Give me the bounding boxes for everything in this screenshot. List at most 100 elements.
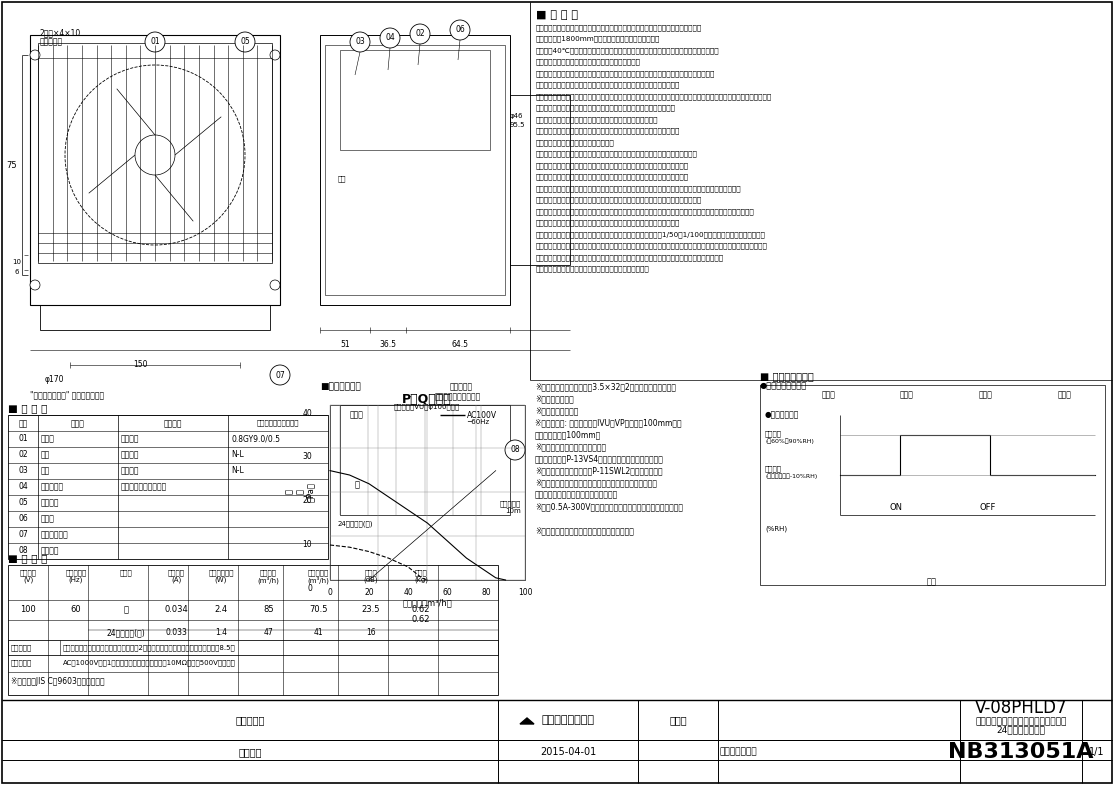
- Text: ■ 動作シーケンス: ■ 動作シーケンス: [760, 371, 813, 381]
- Bar: [8, 640, 498, 655]
- Text: AC100V: AC100V: [467, 411, 497, 420]
- Text: 屋外フード（P-13VS4）と組合わせた時の風量です。: 屋外フード（P-13VS4）と組合わせた時の風量です。: [535, 454, 664, 463]
- Text: ON: ON: [890, 503, 903, 512]
- Text: 0.8GY9.0/0.5: 0.8GY9.0/0.5: [231, 434, 280, 443]
- Text: 64.5: 64.5: [451, 340, 469, 349]
- Text: 本体: 本体: [41, 450, 50, 459]
- Text: パイプ用ファン　湿度センサータイプ: パイプ用ファン 湿度センサータイプ: [976, 717, 1067, 726]
- Text: ・直接屋外に排気する場合、雨水浸入防止のためシステム部材（屋外フードなど）を使用してください。: ・直接屋外に排気する場合、雨水浸入防止のためシステム部材（屋外フードなど）を使用…: [536, 185, 742, 192]
- Text: 85: 85: [263, 605, 274, 614]
- Text: 当社換気送風機総合カタログをご確認の上、必要壁厚を確保してください。: 当社換気送風機総合カタログをご確認の上、必要壁厚を確保してください。: [536, 173, 690, 180]
- Text: 60: 60: [70, 605, 81, 614]
- Text: ・空調機器の近くには取付けないでください。誤動作や検知不良の原因になります。: ・空調機器の近くには取付けないでください。誤動作や検知不良の原因になります。: [536, 196, 702, 203]
- Text: ■ 特 性 表: ■ 特 性 表: [8, 553, 48, 563]
- Text: 静圧損失はVU管φ100の場合: 静圧損失はVU管φ100の場合: [394, 403, 460, 410]
- Text: 風圧シャッターがない場合は、壁面汚れ、雨水浸入の原因になります。: 風圧シャッターがない場合は、壁面汚れ、雨水浸入の原因になります。: [536, 220, 681, 226]
- Text: 0.033: 0.033: [165, 628, 187, 637]
- Text: 耐　電　圧: 耐 電 圧: [11, 659, 32, 666]
- Text: "切－連続－自動" 切替用スイッチ: "切－連続－自動" 切替用スイッチ: [30, 390, 104, 399]
- Bar: [510, 95, 570, 265]
- Text: OFF: OFF: [980, 503, 996, 512]
- Text: ※上記コントロールスイッチをご使用にならない場合は、: ※上記コントロールスイッチをご使用にならない場合は、: [535, 478, 657, 487]
- Bar: [330, 405, 525, 580]
- Text: 弱設定値: 弱設定値: [765, 465, 782, 472]
- Text: 07: 07: [18, 530, 28, 539]
- Text: 70.5: 70.5: [310, 605, 328, 614]
- Text: 10: 10: [12, 259, 21, 265]
- Text: ・効果的な換気を行うために、給気口を設けてください。: ・効果的な換気を行うために、給気口を設けてください。: [536, 265, 649, 272]
- Text: 強: 強: [355, 480, 360, 489]
- Text: NB313051A: NB313051A: [948, 742, 1094, 762]
- Text: N-L: N-L: [231, 466, 244, 475]
- Circle shape: [30, 50, 40, 60]
- Text: 有効換気量
(m³/h): 有効換気量 (m³/h): [307, 569, 330, 584]
- Text: 設定湿度: 設定湿度: [765, 430, 782, 436]
- Text: 時間: 時間: [927, 577, 937, 586]
- Text: 強: 強: [124, 605, 128, 614]
- Text: 1/1: 1/1: [1089, 747, 1105, 757]
- Text: 30: 30: [302, 452, 312, 461]
- Text: (約60%〜90%RH): (約60%〜90%RH): [765, 438, 814, 444]
- Text: 形　名: 形 名: [670, 715, 687, 725]
- Circle shape: [505, 440, 525, 460]
- Text: 第３角図法: 第３角図法: [235, 715, 265, 725]
- Text: 6: 6: [14, 269, 19, 275]
- Text: 03: 03: [18, 466, 28, 475]
- Text: ※居室・洗面所用: ※居室・洗面所用: [535, 394, 574, 403]
- Text: 品番: 品番: [18, 419, 28, 428]
- Text: 0.62: 0.62: [412, 615, 430, 624]
- Bar: [8, 415, 328, 559]
- Text: ・湿気の多い所（浴室およびシャワー付洗面台・炊飯機類などの湿気が直接当たる場所）、: ・湿気の多い所（浴室およびシャワー付洗面台・炊飯機類などの湿気が直接当たる場所）…: [536, 70, 715, 77]
- Text: バネ用ステンレス鋼板: バネ用ステンレス鋼板: [121, 482, 167, 491]
- Text: ・外風の吹き付けが強い場所で使用するときは風圧シャッター付筒形フードを取付けることをおすすめします。: ・外風の吹き付けが強い場所で使用するときは風圧シャッター付筒形フードを取付けるこ…: [536, 208, 755, 214]
- Text: 設　定: 設 定: [119, 569, 133, 575]
- Text: ・本体は十分強度のあるところに取付けてください。: ・本体は十分強度のあるところに取付けてください。: [536, 59, 641, 65]
- Text: 07: 07: [275, 371, 285, 379]
- Text: 08: 08: [510, 446, 520, 455]
- Text: 色調（マンセル・近）: 色調（マンセル・近）: [256, 419, 300, 425]
- Bar: [320, 35, 510, 305]
- Text: 23.5: 23.5: [362, 605, 380, 614]
- Text: 24時間換気(弱): 24時間換気(弱): [338, 520, 373, 527]
- Text: 容易に停止されない工夫が必要です。: 容易に停止されない工夫が必要です。: [535, 490, 618, 499]
- Text: ─60Hz: ─60Hz: [467, 419, 489, 425]
- Text: ■本体取付位置: ■本体取付位置: [320, 382, 361, 391]
- Text: 0.034: 0.034: [164, 605, 188, 614]
- Text: 速結端子・: 速結端子・: [450, 382, 473, 391]
- Text: ・台所のような油煙の多い場所や有機溶剤のかかる場所には取付けないでください。早期故障や火災の原因になります。: ・台所のような油煙の多い場所や有機溶剤のかかる場所には取付けないでください。早期…: [536, 93, 772, 100]
- Text: 取付用長穴: 取付用長穴: [40, 37, 63, 46]
- Text: 06: 06: [456, 25, 465, 35]
- Text: 整　理　番　号: 整 理 番 号: [720, 747, 758, 757]
- Text: 05: 05: [18, 498, 28, 507]
- Text: ・温泉や塩気などの腐食性成分を含む場所には取付けないでください。: ・温泉や塩気などの腐食性成分を含む場所には取付けないでください。: [536, 104, 676, 111]
- Text: ※接続パイプ: 塩化ビニル管IVU，VP（呼び径100mm））: ※接続パイプ: 塩化ビニル管IVU，VP（呼び径100mm））: [535, 418, 682, 427]
- Polygon shape: [520, 718, 534, 724]
- Text: P－Q特性図: P－Q特性図: [402, 393, 452, 406]
- Text: ・接続パイプを必ず使用してください。: ・接続パイプを必ず使用してください。: [536, 139, 615, 145]
- Circle shape: [380, 28, 400, 48]
- Text: φ170: φ170: [45, 375, 65, 384]
- Text: 36.5: 36.5: [380, 340, 397, 349]
- Text: 24時間換気(弱): 24時間換気(弱): [107, 628, 145, 637]
- Text: V-08PHLD7: V-08PHLD7: [975, 699, 1067, 717]
- Circle shape: [450, 20, 470, 40]
- Text: 0.62: 0.62: [412, 605, 430, 614]
- Text: N-L: N-L: [231, 450, 244, 459]
- Text: 風　量　（m³/h）: 風 量 （m³/h）: [402, 598, 452, 607]
- Text: 組合せ、不具合が発生するおそれがありますので、ご使用の際はあらかじめご確認ください。: 組合せ、不具合が発生するおそれがありますので、ご使用の際はあらかじめご確認くださ…: [536, 254, 724, 261]
- Text: 合成樹脂: 合成樹脂: [121, 450, 139, 459]
- Bar: [40, 305, 270, 330]
- Text: グリル: グリル: [41, 434, 55, 443]
- Text: 電源線引き込み用壁穴: 電源線引き込み用壁穴: [434, 392, 481, 401]
- Text: パイプ長さ: パイプ長さ: [500, 500, 521, 506]
- Text: 02: 02: [416, 30, 424, 38]
- Text: 04: 04: [18, 482, 28, 491]
- Text: ●換気運転パターン: ●換気運転パターン: [760, 381, 808, 390]
- Text: ●湿度センサー: ●湿度センサー: [765, 410, 800, 419]
- Text: 100: 100: [518, 588, 532, 597]
- Text: 24時間換気機能付: 24時間換気機能付: [997, 725, 1045, 735]
- Text: 10m: 10m: [505, 508, 520, 514]
- Text: ・当社製以外の電子式スイッチ（半導体制御による速調スイッチ・タイマー等）やホタルスイッチをご使用の場合は、: ・当社製以外の電子式スイッチ（半導体制御による速調スイッチ・タイマー等）やホタル…: [536, 243, 768, 249]
- Text: 品　名: 品 名: [71, 419, 85, 428]
- Text: 2か所×4×10: 2か所×4×10: [40, 28, 81, 37]
